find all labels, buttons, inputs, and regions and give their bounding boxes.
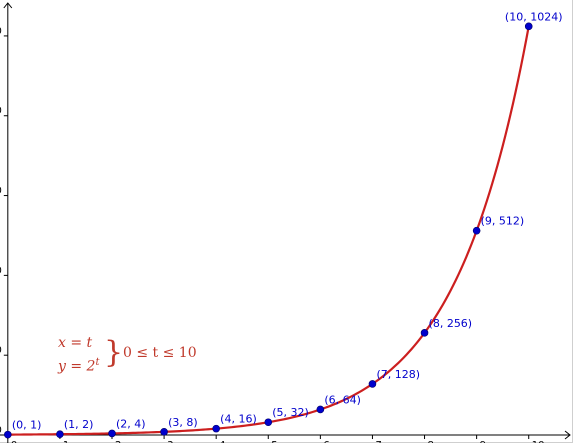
data-point[interactable]	[56, 430, 64, 439]
data-point-label: (8, 256)	[429, 317, 473, 330]
x-tick-label: 1	[63, 440, 69, 443]
y-axis-arrow	[3, 2, 13, 9]
data-point-label: (4, 16)	[220, 413, 257, 426]
data-point[interactable]	[4, 430, 12, 439]
data-point-label: (0, 1)	[12, 419, 42, 432]
data-point[interactable]	[472, 226, 481, 235]
data-point-label: (6, 64)	[324, 393, 361, 406]
parametric-equation: x = t y = 2t	[58, 333, 99, 377]
y-tick-label: 200	[0, 345, 2, 356]
equation-y-base: y = 2	[58, 358, 96, 375]
y-tick-label: 400	[0, 265, 2, 276]
data-point[interactable]	[212, 424, 220, 433]
equation-range: 0 ≤ t ≤ 10	[123, 343, 197, 363]
x-tick-label: 5	[271, 440, 277, 443]
x-tick-label: 9	[480, 440, 486, 443]
x-tick-label: 8	[428, 440, 434, 443]
y-tick-label: 1000	[0, 26, 2, 37]
y-tick-label: 800	[0, 106, 2, 117]
data-point[interactable]	[368, 380, 377, 388]
data-point[interactable]	[316, 405, 325, 414]
data-point-label: (5, 32)	[272, 406, 309, 419]
y-tick-label: 600	[0, 186, 2, 197]
equation-y-line: y = 2t	[58, 353, 99, 377]
x-tick-label: 7	[375, 440, 381, 443]
x-tick-label: 10	[532, 440, 545, 443]
equation-y-exponent: t	[95, 357, 100, 368]
x-tick-label: 0	[11, 440, 17, 443]
data-point[interactable]	[420, 329, 429, 337]
data-point-label: (3, 8)	[168, 416, 198, 429]
data-point[interactable]	[524, 22, 533, 31]
equation-range-text: 0 ≤ t ≤ 10	[123, 345, 197, 361]
x-axis-arrow	[564, 430, 571, 440]
data-point[interactable]	[160, 428, 168, 436]
x-tick-label: 4	[219, 440, 225, 443]
data-point[interactable]	[264, 418, 273, 427]
data-point-label: (1, 2)	[64, 418, 94, 431]
data-point-label: (10, 1024)	[505, 10, 563, 23]
equation-brace: }	[104, 335, 124, 370]
data-point-label: (2, 4)	[116, 417, 146, 430]
x-tick-label: 2	[115, 440, 121, 443]
y-tick-label: 0	[0, 425, 2, 436]
data-point-label: (9, 512)	[481, 215, 525, 228]
data-point[interactable]	[108, 429, 116, 438]
x-tick-label: 3	[167, 440, 173, 443]
x-tick-label: 6	[323, 440, 329, 443]
data-point-label: (7, 128)	[376, 368, 420, 381]
equation-x-line: x = t	[58, 335, 93, 351]
